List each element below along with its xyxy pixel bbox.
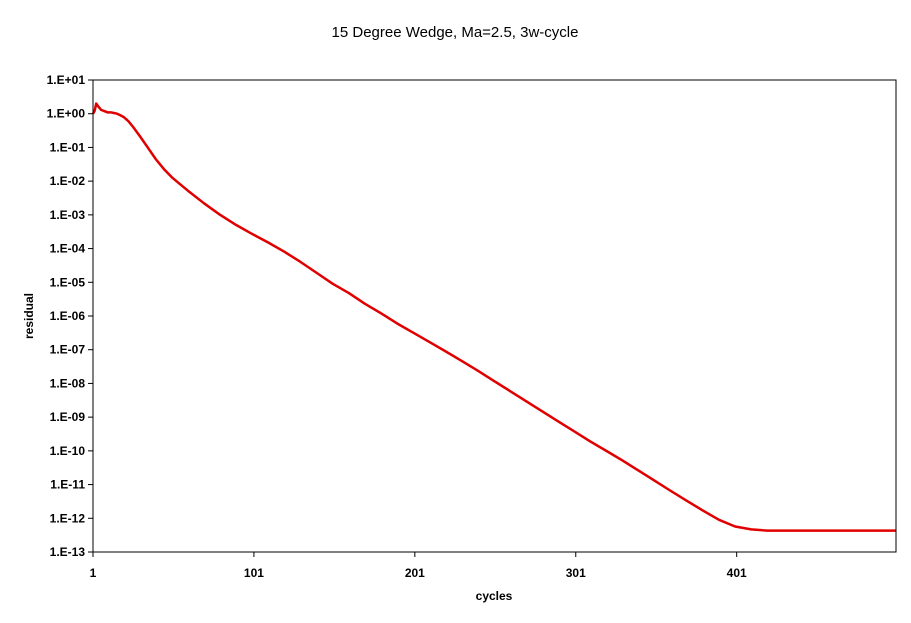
residual-series-line: [91, 102, 896, 532]
plot-area-frame: [92, 79, 897, 553]
y-tick-label: 1.E-07: [50, 343, 86, 357]
x-tick-label: 401: [727, 566, 747, 580]
y-tick-label: 1.E-13: [50, 545, 86, 559]
x-axis-ticks: 1 101 201 301 401: [90, 552, 747, 580]
y-tick-label: 1.E-12: [50, 511, 86, 525]
y-tick-label: 1.E-02: [50, 174, 86, 188]
y-tick-label: 1.E-08: [50, 376, 86, 390]
y-tick-label: 1.E-11: [50, 478, 85, 492]
y-axis-label: residual: [22, 293, 36, 339]
x-tick-label: 301: [566, 566, 586, 580]
y-tick-label: 1.E-01: [50, 140, 86, 154]
x-tick-label: 101: [244, 566, 264, 580]
y-tick-label: 1.E+00: [47, 107, 86, 121]
y-tick-label: 1.E-05: [50, 275, 86, 289]
x-tick-label: 1: [90, 566, 97, 580]
y-tick-label: 1.E-09: [50, 410, 86, 424]
y-tick-label: 1.E-10: [50, 444, 86, 458]
x-axis-label: cycles: [476, 589, 513, 603]
y-tick-label: 1.E-03: [50, 208, 86, 222]
x-tick-label: 201: [405, 566, 425, 580]
y-tick-label: 1.E+01: [47, 73, 86, 87]
y-tick-label: 1.E-06: [50, 309, 86, 323]
y-axis-ticks: 1.E+01 1.E+00 1.E-01 1.E-02 1.E-03 1.E-04 1.E-…: [47, 73, 93, 559]
y-tick-label: 1.E-04: [50, 242, 86, 256]
chart-title: 15 Degree Wedge, Ma=2.5, 3w-cycle: [332, 24, 579, 41]
